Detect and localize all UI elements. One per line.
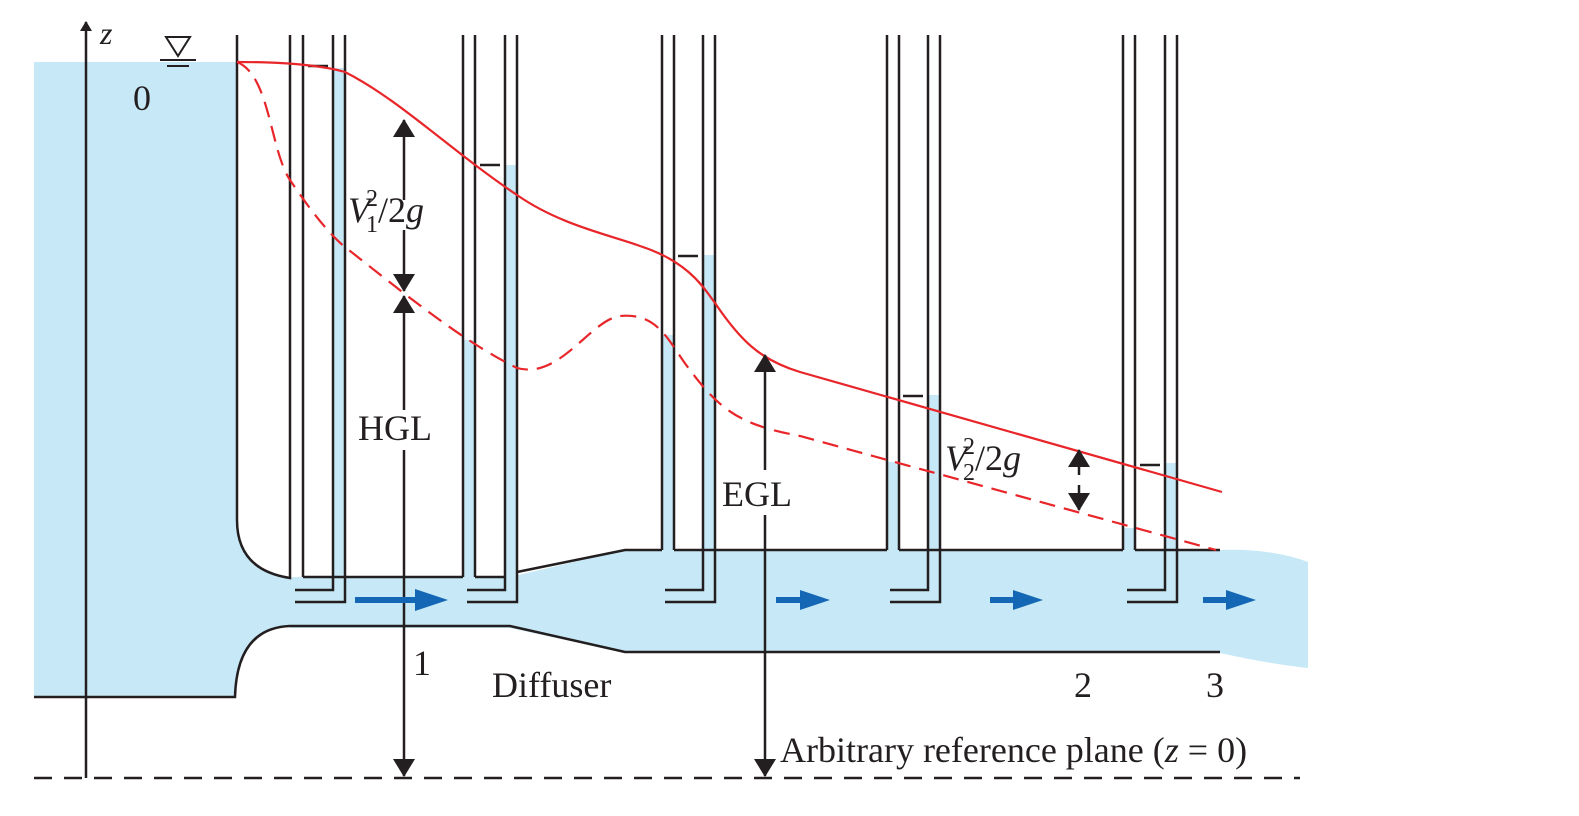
pitot-tube-5-water xyxy=(1165,463,1177,593)
pipe-water xyxy=(290,549,1308,668)
z-axis-label: z xyxy=(99,15,113,51)
velocity-head-1-label: V2 1/2g xyxy=(348,186,424,238)
reference-plane-label: Arbitrary reference plane (z = 0) xyxy=(780,730,1247,770)
egl-label: EGL xyxy=(722,474,792,514)
free-surface-icon xyxy=(160,36,196,67)
hgl-label: HGL xyxy=(358,408,432,448)
flow-arrow-4 xyxy=(1203,590,1256,610)
piezometer-1 xyxy=(461,35,477,577)
flow-arrow-2 xyxy=(776,590,830,610)
reservoir-water xyxy=(34,62,290,697)
diffuser-label: Diffuser xyxy=(492,665,611,705)
pitot-tube-4-water xyxy=(928,395,940,595)
pitot-tube-2 xyxy=(467,35,519,604)
pitot-tube-2-water xyxy=(505,165,517,585)
piezometer-3-water xyxy=(887,462,899,550)
piezometer-1-water xyxy=(463,340,475,577)
reservoir-outlet-upper xyxy=(235,35,292,580)
piezometer-4-water xyxy=(1123,528,1135,550)
piezometer-4 xyxy=(1121,35,1137,550)
piezometer-2 xyxy=(660,35,676,550)
station-0-label: 0 xyxy=(133,78,151,118)
pitot-tube-1-water xyxy=(333,68,345,588)
station-3-label: 3 xyxy=(1206,665,1224,705)
pitot-tube-5 xyxy=(1127,35,1179,604)
pitot-tube-3-water xyxy=(703,255,715,595)
velocity-head-2-label: V2 2/2g xyxy=(945,434,1021,486)
flow-arrow-3 xyxy=(990,590,1043,610)
pipe-lower-wall xyxy=(34,624,1220,699)
station-2-label: 2 xyxy=(1074,665,1092,705)
egl-line xyxy=(236,60,1223,494)
pitot-tube-3 xyxy=(665,35,717,604)
pitot-tube-1 xyxy=(295,35,347,604)
piezometer-2-water xyxy=(662,335,674,550)
pipe-upper-wall xyxy=(303,548,1220,579)
station-1-label: 1 xyxy=(413,643,431,683)
flow-arrow-1 xyxy=(355,589,448,611)
hgl-line xyxy=(236,60,1217,552)
pitot-tube-4 xyxy=(890,35,942,604)
